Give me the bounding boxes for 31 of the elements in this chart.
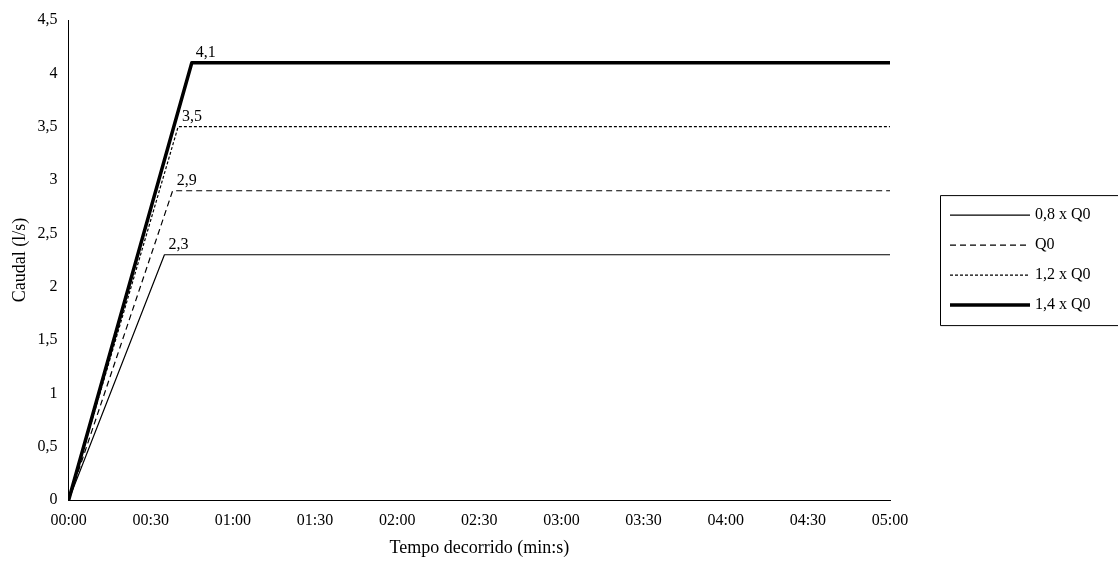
x-tick-label: 03:00 [543,511,580,528]
legend-label: 1,4 x Q0 [1035,295,1091,313]
x-tick-label: 03:30 [625,511,662,528]
x-tick-label: 04:30 [789,511,827,528]
y-tick-label: 1 [49,383,58,401]
x-tick-label: 00:30 [132,511,169,528]
y-tick-label: 3 [49,170,58,188]
y-tick-label: 4 [49,63,58,81]
x-tick-label: 04:00 [707,511,744,528]
x-tick-label: 01:30 [296,511,334,528]
legend-label: 0,8 x Q0 [1035,205,1091,223]
x-tick-label: 02:30 [461,511,498,528]
y-axis-title: Caudal (l/s) [8,217,30,303]
annotation: 2,3 [168,234,189,252]
x-tick-label: 02:00 [378,511,416,528]
annotation: 2,9 [176,170,197,188]
y-tick-label: 2,5 [37,223,58,241]
y-tick-label: 3,5 [37,116,58,134]
x-tick-label: 05:00 [871,511,909,528]
x-tick-label: 00:00 [50,511,87,528]
y-tick-label: 2 [49,276,58,294]
legend-label: Q0 [1035,235,1055,253]
y-tick-label: 4,5 [37,10,58,28]
y-tick-label: 1,5 [37,330,58,348]
y-tick-label: 0,5 [37,437,58,455]
legend-label: 1,2 x Q0 [1035,265,1091,283]
annotation: 3,5 [182,106,203,124]
x-axis-title: Tempo decorrido (min:s) [389,536,570,558]
annotation: 4,1 [195,42,216,60]
x-tick-label: 01:00 [214,511,252,528]
y-tick-label: 0 [49,490,58,508]
